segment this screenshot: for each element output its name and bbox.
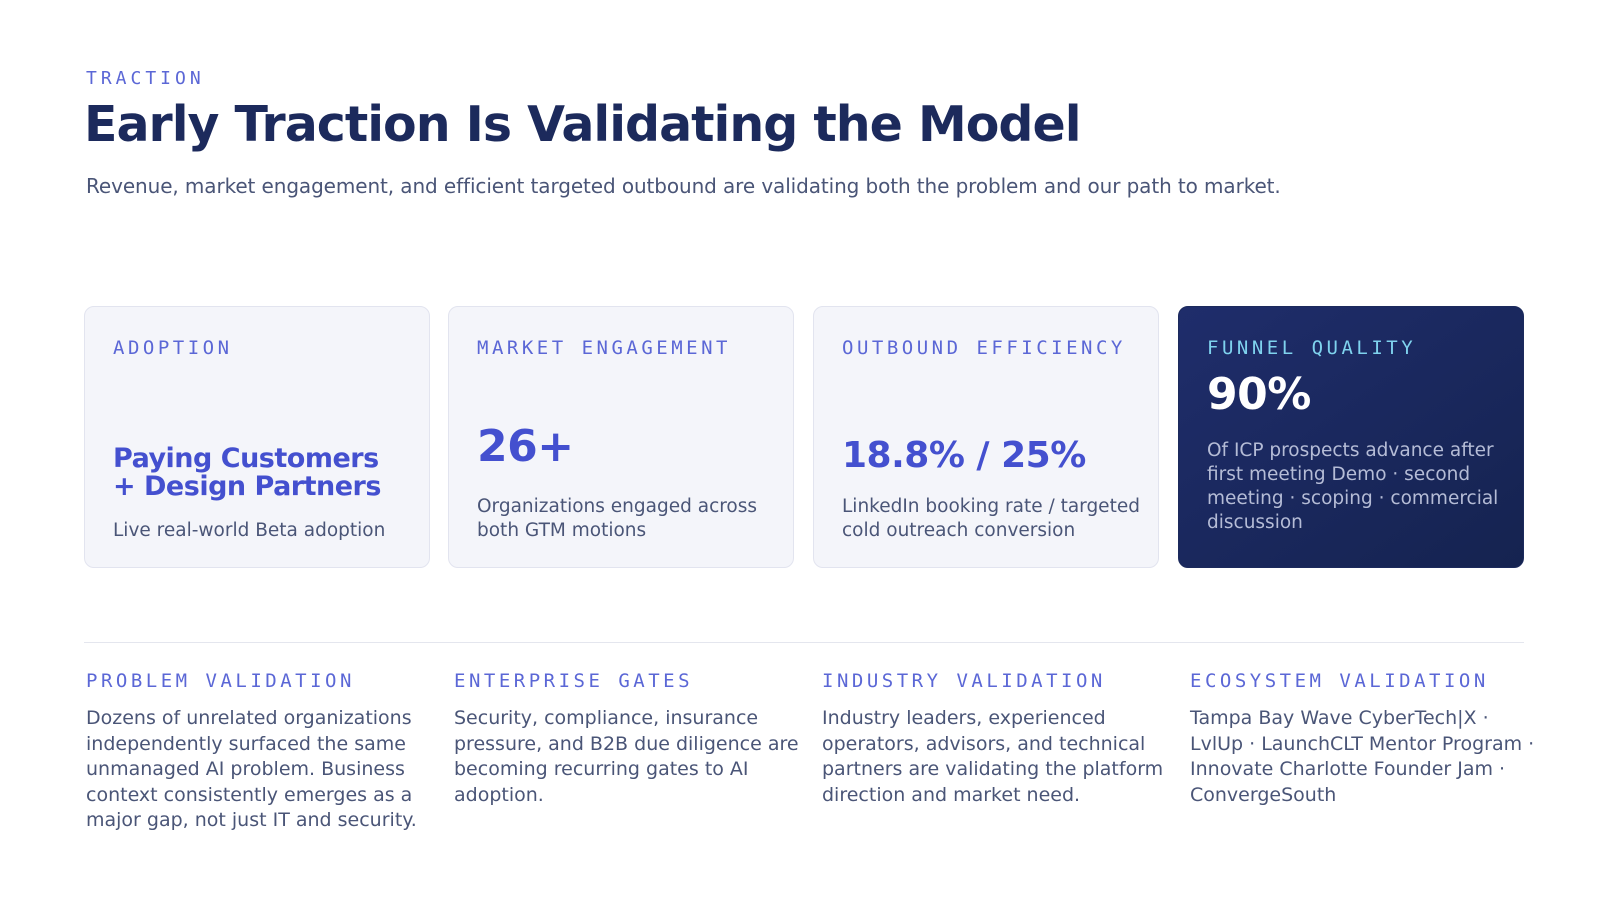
metric-cards: ADOPTION Paying Customers + Design Partn… <box>84 306 1524 568</box>
validation-text: Tampa Bay Wave CyberTech|X · LvlUp · Lau… <box>1190 707 1535 806</box>
validation-label: PROBLEM VALIDATION <box>86 670 355 692</box>
card-description: Live real-world Beta adoption <box>113 520 386 541</box>
ecosystem-validation-column: ECOSYSTEM VALIDATION Tampa Bay Wave Cybe… <box>1190 670 1546 808</box>
outbound-efficiency-card: OUTBOUND EFFICIENCY 18.8% / 25% LinkedIn… <box>813 306 1159 568</box>
validation-text: Industry leaders, experienced operators,… <box>822 707 1164 806</box>
card-description: LinkedIn booking rate / targeted cold ou… <box>842 496 1140 541</box>
validation-label: ECOSYSTEM VALIDATION <box>1190 670 1489 692</box>
section-eyebrow: TRACTION <box>86 68 205 89</box>
page-subtitle: Revenue, market engagement, and efficien… <box>86 174 1281 198</box>
validation-label: ENTERPRISE GATES <box>454 670 694 692</box>
card-description: Organizations engaged across both GTM mo… <box>477 496 758 541</box>
industry-validation-column: INDUSTRY VALIDATION Industry leaders, ex… <box>822 670 1174 808</box>
validation-text: Dozens of unrelated organizations indepe… <box>86 707 417 831</box>
card-label: FUNNEL QUALITY <box>1207 337 1417 359</box>
card-label: ADOPTION <box>113 337 233 359</box>
problem-validation-column: PROBLEM VALIDATION Dozens of unrelated o… <box>86 670 438 834</box>
enterprise-gates-column: ENTERPRISE GATES Security, compliance, i… <box>454 670 806 808</box>
validation-label: INDUSTRY VALIDATION <box>822 670 1106 692</box>
funnel-quality-card: FUNNEL QUALITY 90% Of ICP prospects adva… <box>1178 306 1524 568</box>
section-divider <box>84 642 1524 643</box>
card-metric: 26+ <box>477 421 574 472</box>
validation-text: Security, compliance, insurance pressure… <box>454 707 799 806</box>
card-label: OUTBOUND EFFICIENCY <box>842 337 1126 359</box>
card-metric: 90% <box>1207 369 1311 420</box>
market-engagement-card: MARKET ENGAGEMENT 26+ Organizations enga… <box>448 306 794 568</box>
card-description: Of ICP prospects advance after first mee… <box>1207 440 1499 533</box>
page-title: Early Traction Is Validating the Model <box>84 96 1082 153</box>
card-label: MARKET ENGAGEMENT <box>477 337 731 359</box>
card-metric: Paying Customers + Design Partners <box>113 443 381 502</box>
card-metric: 18.8% / 25% <box>842 435 1086 476</box>
adoption-card: ADOPTION Paying Customers + Design Partn… <box>84 306 430 568</box>
